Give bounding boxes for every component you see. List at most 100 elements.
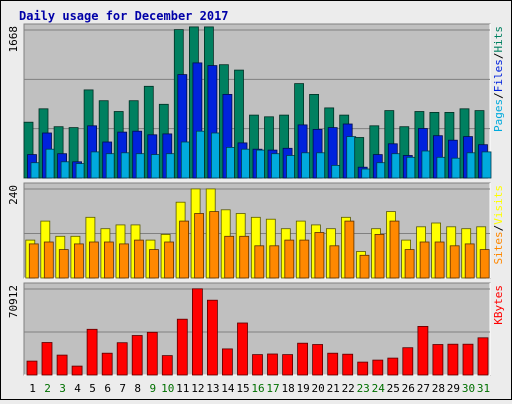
bar-pages-day-29 xyxy=(451,157,462,179)
bar-sites-day-13 xyxy=(209,211,220,279)
x-tick-label: 20 xyxy=(311,382,324,395)
bar-sites-day-17 xyxy=(269,245,280,279)
bar-kbytes-day-14 xyxy=(221,348,233,376)
bar-sites-day-14 xyxy=(224,235,235,279)
bar-sites-day-30 xyxy=(464,243,475,279)
x-tick-label: 13 xyxy=(206,382,219,395)
x-tick-label: 23 xyxy=(357,382,370,395)
x-tick-label: 31 xyxy=(477,382,490,395)
bar-kbytes-day-28 xyxy=(432,344,444,376)
bar-kbytes-day-1 xyxy=(26,360,38,376)
x-tick-label: 28 xyxy=(432,382,445,395)
bar-kbytes-day-2 xyxy=(41,342,53,376)
bar-kbytes-day-31 xyxy=(477,337,489,376)
bar-kbytes-day-13 xyxy=(206,299,218,376)
legend-text: KBytes xyxy=(492,285,505,325)
y-max-label: 1668 xyxy=(7,26,20,53)
bar-kbytes-day-27 xyxy=(417,325,429,376)
bar-kbytes-day-8 xyxy=(131,335,143,376)
bar-kbytes-day-21 xyxy=(327,352,339,376)
bar-kbytes-day-10 xyxy=(161,355,173,376)
bar-sites-day-3 xyxy=(58,249,69,279)
bar-kbytes-day-9 xyxy=(146,331,158,376)
x-tick-label: 30 xyxy=(462,382,475,395)
x-tick-label: 2 xyxy=(44,382,51,395)
bar-pages-day-23 xyxy=(361,168,372,179)
legend-item-files: Files xyxy=(492,59,505,92)
x-tick-label: 7 xyxy=(119,382,126,395)
bar-sites-day-10 xyxy=(164,241,175,279)
legend-separator: / xyxy=(492,92,505,99)
x-tick-label: 18 xyxy=(281,382,294,395)
bar-kbytes-day-3 xyxy=(56,354,68,376)
x-tick-label: 22 xyxy=(342,382,355,395)
bar-pages-day-20 xyxy=(316,152,327,179)
chart-title: Daily usage for December 2017 xyxy=(19,9,229,23)
bar-pages-day-17 xyxy=(271,153,281,179)
x-tick-label: 8 xyxy=(134,382,141,395)
bar-kbytes-day-29 xyxy=(447,343,459,376)
x-tick-label: 6 xyxy=(104,382,111,395)
bar-pages-day-14 xyxy=(225,146,236,179)
bar-pages-day-26 xyxy=(406,156,417,179)
bar-sites-day-11 xyxy=(179,220,190,279)
bar-kbytes-day-18 xyxy=(282,354,294,376)
bar-kbytes-day-19 xyxy=(297,342,309,376)
bar-kbytes-day-30 xyxy=(462,343,474,376)
bar-sites-day-8 xyxy=(134,239,144,279)
bar-sites-day-26 xyxy=(404,249,415,279)
x-tick-label: 15 xyxy=(236,382,249,395)
x-tick-label: 5 xyxy=(89,382,96,395)
bar-sites-day-28 xyxy=(434,241,445,279)
legend-item-sites: Sites xyxy=(492,231,505,264)
x-tick-label: 24 xyxy=(372,382,386,395)
x-tick-label: 14 xyxy=(221,382,235,395)
bar-kbytes-day-7 xyxy=(116,342,128,376)
bar-sites-day-2 xyxy=(43,241,54,279)
x-tick-label: 17 xyxy=(266,382,279,395)
bar-sites-day-23 xyxy=(359,254,370,279)
legend-text: Pages/Files/Hits xyxy=(492,26,505,132)
bar-sites-day-15 xyxy=(239,235,250,279)
x-axis-labels: 1 2 3 4 5 6 7 8 9 10 11 12 13 14 15 16 17 18 19 20 21 22 23 24 2… xyxy=(29,382,490,395)
bar-sites-day-19 xyxy=(299,239,310,279)
bar-sites-day-29 xyxy=(449,245,460,279)
legend-separator: / xyxy=(492,53,505,60)
bar-kbytes-day-5 xyxy=(86,328,98,376)
bar-kbytes-day-20 xyxy=(312,344,324,376)
legend-text: Sites/Visits xyxy=(492,185,505,265)
kbytes-panel: 70912 KBytes xyxy=(7,282,505,376)
bar-sites-day-6 xyxy=(104,241,114,279)
bar-kbytes-day-15 xyxy=(237,322,248,376)
bar-kbytes-day-23 xyxy=(357,361,369,376)
x-tick-label: 25 xyxy=(387,382,400,395)
x-tick-label: 19 xyxy=(296,382,309,395)
bar-sites-day-12 xyxy=(194,213,205,279)
legend: KBytes xyxy=(492,285,505,325)
bar-kbytes-day-26 xyxy=(402,347,414,376)
bar-sites-day-22 xyxy=(344,220,355,279)
bar-sites-day-24 xyxy=(374,233,385,279)
x-tick-label: 26 xyxy=(402,382,415,395)
bar-kbytes-day-24 xyxy=(372,359,384,376)
x-tick-label: 9 xyxy=(149,382,156,395)
bar-sites-day-25 xyxy=(389,220,400,279)
bar-kbytes-day-25 xyxy=(387,357,399,376)
bar-pages-day-5 xyxy=(90,151,101,179)
legend: Pages/Files/Hits xyxy=(492,26,505,132)
bar-kbytes-day-22 xyxy=(342,353,354,376)
bar-pages-day-31 xyxy=(481,151,492,179)
bar-sites-day-1 xyxy=(28,243,39,279)
x-tick-label: 21 xyxy=(327,382,340,395)
legend-item-hits: Hits xyxy=(492,26,505,53)
x-tick-label: 27 xyxy=(417,382,430,395)
bar-sites-day-27 xyxy=(419,241,430,279)
x-tick-label: 3 xyxy=(59,382,66,395)
bar-sites-day-9 xyxy=(149,249,159,279)
y-max-label: 70912 xyxy=(7,285,20,318)
visits-sites-panel: 240 Sites/Visits xyxy=(7,182,505,279)
bar-sites-day-31 xyxy=(479,249,490,279)
bar-sites-day-16 xyxy=(254,245,265,279)
